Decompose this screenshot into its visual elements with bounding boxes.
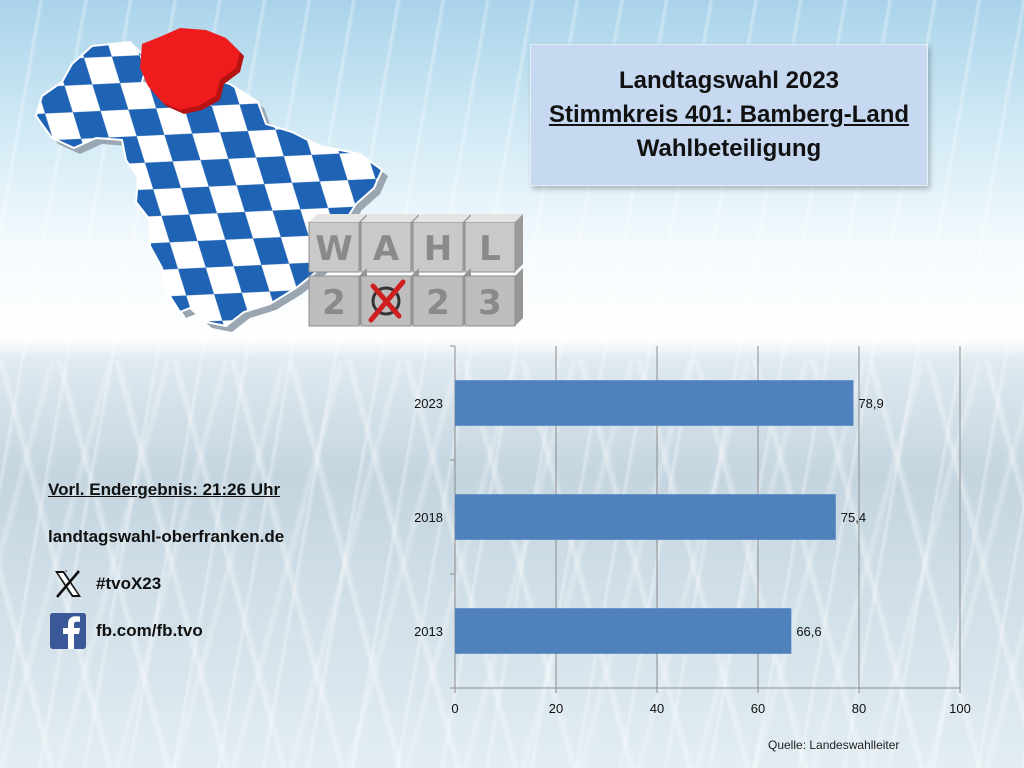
title-line-2: Stimmkreis 401: Bamberg-Land [548,101,910,128]
x-social-row[interactable]: #tvoX23 [50,566,161,602]
bar-2013 [455,608,792,654]
website-link[interactable]: landtagswahl-oberfranken.de [48,527,285,546]
category-label-2013: 2013 [414,624,443,639]
facebook-row[interactable]: fb.com/fb.tvo [50,613,203,649]
x-tick-label: 40 [650,701,664,716]
cube-h: H [412,214,471,273]
background-floor-lines-2 [0,360,1024,768]
svg-text:H: H [424,229,452,269]
svg-text:3: 3 [478,283,502,323]
x-tick-label: 0 [451,701,458,716]
x-tick-label: 80 [852,701,866,716]
facebook-logo-icon [50,613,86,649]
background-floor-lines [0,360,1024,768]
cube-3: 3 [464,268,523,327]
category-label-2018: 2018 [414,510,443,525]
category-label-2023: 2023 [414,396,443,411]
value-label-2013: 66,6 [796,624,821,639]
value-label-2018: 75,4 [841,510,866,525]
facebook-handle: fb.com/fb.tvo [96,621,203,640]
svg-text:L: L [479,229,501,269]
svg-text:A: A [373,229,400,269]
x-tick-label: 20 [549,701,563,716]
bar-2018 [455,494,836,540]
value-label-2023: 78,9 [858,396,883,411]
svg-text:2: 2 [322,283,346,323]
turnout-bar-chart: 0 20 40 60 80 100 2023 78,9 2018 75,4 2013 66,6 [380,330,1000,730]
svg-text:2: 2 [426,283,450,323]
cube-2b: 2 [412,268,471,327]
title-line-1: Landtagswahl 2023 [618,67,840,94]
x-tick-label: 100 [949,701,971,716]
cube-2a: 2 [308,268,367,327]
result-status: Vorl. Endergebnis: 21:26 Uhr [48,480,281,499]
bar-2023 [455,380,854,426]
title-line-3: Wahlbeteiligung [636,135,822,162]
cube-w: W [308,214,367,273]
bavaria-map-icon [30,20,400,350]
wahl-2023-cubes: W A H L 2 2 3 [305,212,525,337]
cube-l: L [464,214,523,273]
x-logo-icon [50,566,86,602]
source-note: Quelle: Landeswahlleiter [768,738,900,752]
ballot-cross-icon [360,268,419,327]
cube-a: A [360,214,419,273]
x-handle: #tvoX23 [96,574,162,593]
x-tick-label: 60 [751,701,765,716]
svg-text:W: W [315,229,353,269]
title-box: Landtagswahl 2023 Stimmkreis 401: Bamber… [530,44,928,186]
